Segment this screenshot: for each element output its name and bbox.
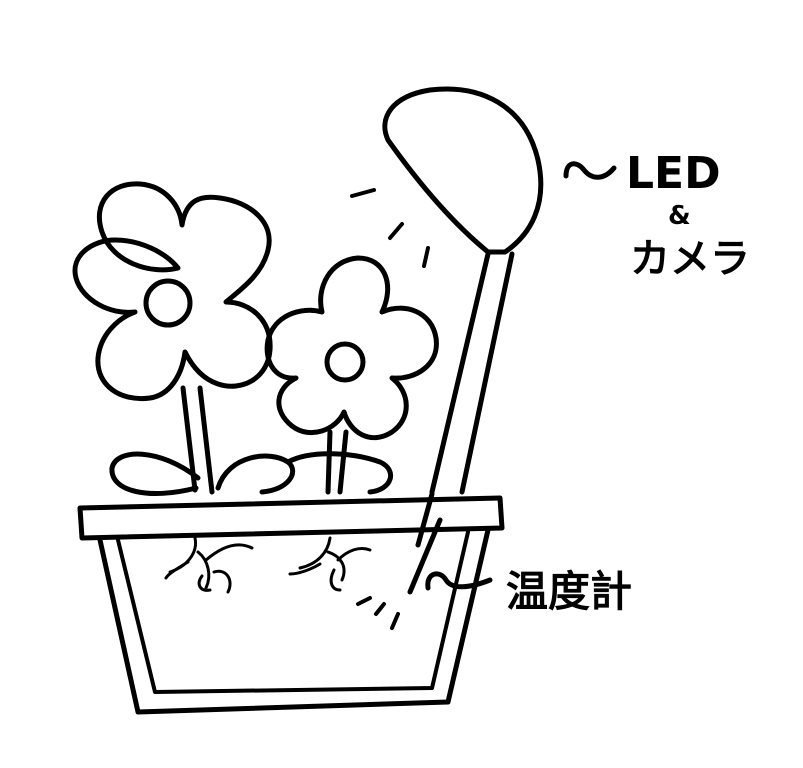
light-rays — [350, 188, 430, 268]
led-camera-lamp — [350, 86, 544, 495]
lamp-head — [382, 86, 544, 255]
probe-body — [407, 491, 443, 595]
flower-small-petals — [264, 255, 439, 440]
led-label: LED — [626, 148, 721, 199]
flower-large-leaf — [109, 451, 201, 496]
flower-small-stem — [325, 429, 349, 495]
thermometer-label: 温度計 — [506, 567, 632, 616]
flower-small-center — [324, 341, 366, 383]
ampersand-label: & — [668, 201, 691, 231]
flower-large-petals — [72, 181, 273, 402]
flower-large-center — [143, 278, 193, 328]
flower-small — [215, 255, 439, 495]
flower-small-leaf — [215, 451, 394, 495]
roots — [164, 536, 372, 594]
probe-ticks — [356, 596, 400, 630]
flower-large — [72, 181, 273, 496]
lamp-arm — [429, 251, 515, 495]
planter-pot — [77, 495, 505, 715]
pot-body-outer — [97, 527, 491, 715]
thermometer-leader-line — [425, 571, 493, 591]
camera-label: カメラ — [630, 236, 750, 282]
roots-left — [164, 536, 254, 594]
roots-right — [288, 536, 372, 592]
pot-body-inner — [116, 530, 470, 694]
thermometer-probe — [356, 491, 443, 630]
pot-rim — [77, 495, 505, 541]
led-leader-line — [563, 161, 617, 180]
